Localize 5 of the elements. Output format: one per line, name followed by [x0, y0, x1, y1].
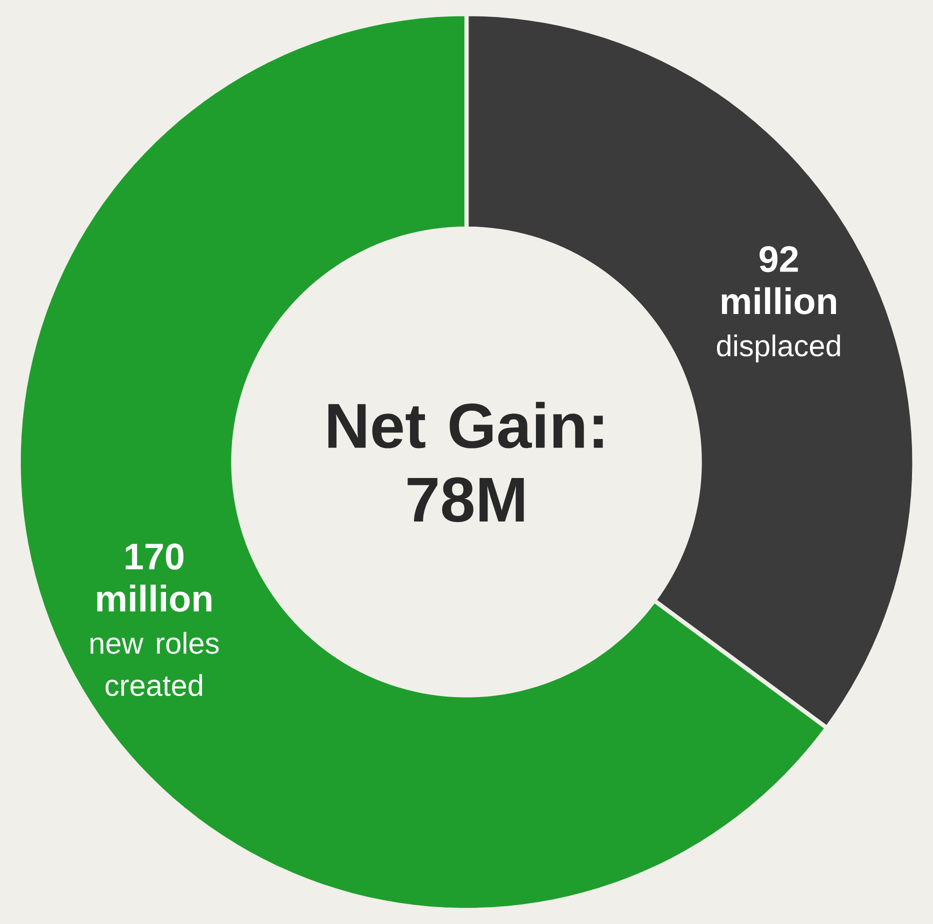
data-label: 170 million [97, 544, 212, 612]
data-label: 92 million [722, 246, 836, 314]
slice-label: new roles created [90, 632, 219, 696]
text: Net Gain: 78M [328, 402, 603, 522]
slice-label: displaced [716, 334, 840, 362]
